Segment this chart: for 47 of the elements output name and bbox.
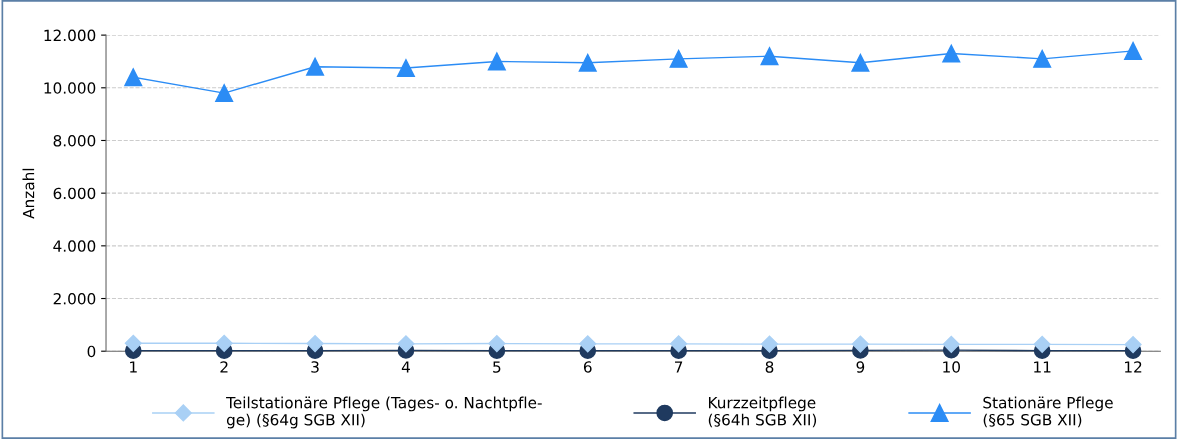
point (215, 334, 233, 352)
point (670, 335, 688, 353)
point (1033, 335, 1051, 353)
point (1124, 41, 1143, 60)
y-tick-label: 8.000 (53, 134, 96, 147)
point (578, 53, 597, 72)
point (124, 68, 143, 87)
x-tick-label: 5 (493, 361, 501, 373)
point (306, 335, 324, 353)
legend-label: Stationäre Pflege (§65 SGB XII) (983, 396, 1113, 428)
point (306, 57, 325, 76)
point (669, 49, 688, 68)
point (397, 335, 415, 353)
x-tick-label: 9 (856, 361, 865, 373)
point (396, 59, 415, 78)
y-tick-label: 10.000 (44, 82, 96, 94)
x-tick-label: 1 (130, 361, 137, 373)
y-tick-label: 0 (87, 345, 96, 358)
y-tick-label: 4.000 (53, 240, 96, 252)
point (488, 335, 506, 353)
point (579, 335, 597, 353)
point (760, 335, 779, 353)
x-tick-label: 2 (220, 361, 228, 373)
legend-label: Kurzzeitpflege (§64h SGB XII) (708, 396, 817, 428)
x-tick-label: 4 (401, 361, 410, 373)
x-tick-label: 7 (675, 361, 683, 373)
point (942, 44, 961, 63)
x-tick-label: 3 (311, 361, 319, 373)
point (942, 335, 960, 353)
x-tick-label: 12 (1125, 361, 1142, 373)
legend-label: Teilstationäre Pflege (Tages- o. Nachtpfle- ge) (§64g SGB XII) (226, 396, 542, 429)
x-tick-label: 6 (583, 361, 592, 373)
y-tick-label: 12.000 (44, 29, 96, 42)
point (124, 334, 142, 352)
y-tick-label: 2.000 (53, 292, 96, 305)
x-tick-label: 10 (943, 361, 960, 373)
point (760, 47, 779, 66)
point (1033, 49, 1052, 68)
point (1124, 336, 1142, 354)
y-axis-title: Anzahl (22, 168, 35, 219)
point (851, 53, 870, 72)
point (215, 84, 234, 103)
x-tick-label: 8 (765, 361, 774, 373)
y-tick-label: 6.000 (53, 187, 96, 200)
point (851, 335, 869, 353)
x-tick-label: 11 (1034, 361, 1051, 373)
point (487, 52, 506, 71)
